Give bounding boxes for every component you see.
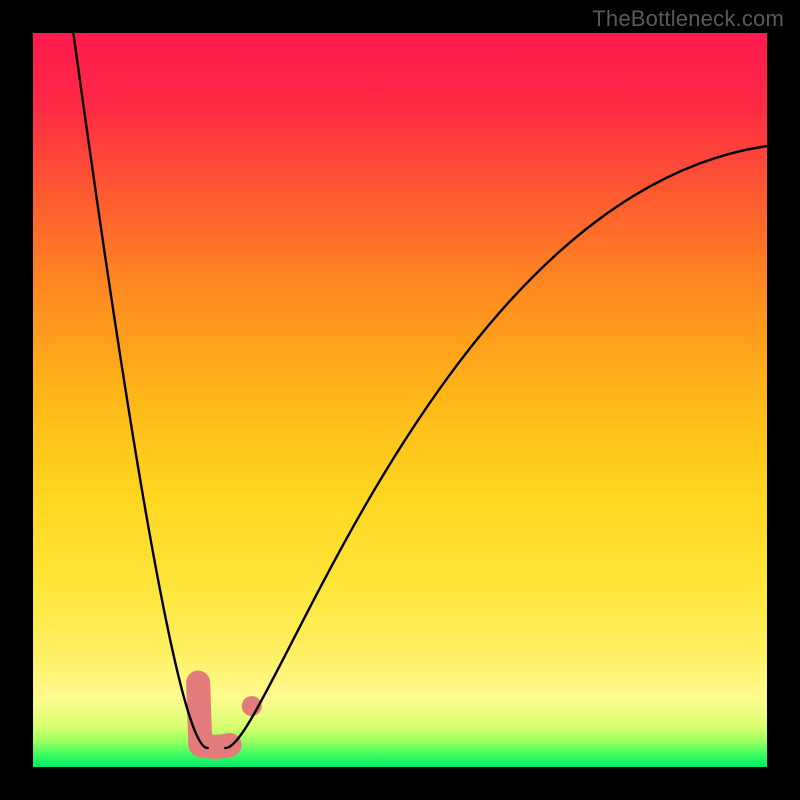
bottleneck-chart — [0, 0, 800, 800]
chart-container: TheBottleneck.com — [0, 0, 800, 800]
watermark-text: TheBottleneck.com — [592, 6, 784, 32]
plot-area — [33, 33, 767, 767]
